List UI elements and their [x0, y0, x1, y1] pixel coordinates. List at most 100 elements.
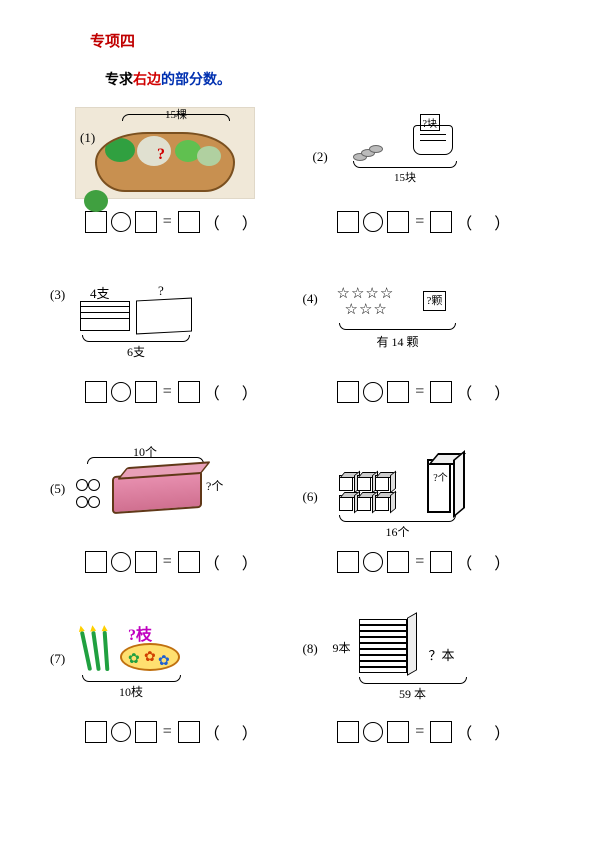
label-bottom: 6支	[76, 343, 196, 360]
lparen: （	[204, 720, 220, 744]
answer-box[interactable]	[430, 721, 452, 743]
label-bottom: 59 本	[353, 685, 473, 702]
unknown-label: ?个	[432, 469, 450, 484]
books-stack-icon	[359, 619, 409, 679]
problem-number: (2)	[313, 149, 328, 165]
unknown-label: ?枝	[128, 621, 152, 645]
lparen: （	[204, 210, 220, 234]
closed-box-icon	[136, 298, 192, 335]
rparen: ）	[494, 380, 510, 404]
rparen: ）	[242, 210, 258, 234]
answer-box[interactable]	[337, 721, 359, 743]
answer-box[interactable]	[430, 551, 452, 573]
answer-box[interactable]	[85, 721, 107, 743]
problem-5: (5) 10个 ?个 = （ ）	[50, 447, 293, 607]
answer-box[interactable]	[387, 381, 409, 403]
equation-row: = （ ）	[303, 378, 546, 406]
problem-number: (7)	[50, 651, 65, 667]
lparen: （	[456, 210, 472, 234]
rparen: ）	[242, 380, 258, 404]
answer-box[interactable]	[387, 721, 409, 743]
answer-box[interactable]	[337, 381, 359, 403]
answer-box[interactable]	[387, 551, 409, 573]
answer-box[interactable]	[135, 551, 157, 573]
operator-circle[interactable]	[111, 552, 131, 572]
section-subtitle: 专求右边的部分数。	[105, 69, 545, 89]
problem-number: (6)	[303, 489, 318, 505]
answer-box[interactable]	[85, 211, 107, 233]
basket-illustration: ?	[95, 132, 235, 192]
answer-box[interactable]	[387, 211, 409, 233]
problem-6: (6) ?个 16个 = （ ）	[303, 447, 546, 607]
lparen: （	[456, 380, 472, 404]
equals-sign: =	[163, 723, 172, 741]
lparen: （	[204, 380, 220, 404]
label-bottom: 15块	[348, 169, 463, 185]
question-mark-icon: ?	[157, 146, 165, 164]
rparen: ）	[494, 550, 510, 574]
label-right: ?	[158, 283, 164, 299]
rparen: ）	[242, 550, 258, 574]
answer-box[interactable]	[178, 381, 200, 403]
label-top: 10个	[80, 443, 210, 460]
equals-sign: =	[163, 553, 172, 571]
equals-sign: =	[415, 213, 424, 231]
answer-box[interactable]	[430, 381, 452, 403]
tray-icon: ✿ ✿ ✿	[120, 643, 180, 671]
problem-4: (4) ☆☆☆☆ ☆☆☆ ?颗 有 14 颗 = （ ）	[303, 277, 546, 437]
problem-1: (1) 15棵 ? = （	[50, 107, 293, 267]
answer-box[interactable]	[85, 381, 107, 403]
equation-row: = （ ）	[303, 548, 546, 576]
equals-sign: =	[415, 553, 424, 571]
operator-circle[interactable]	[363, 722, 383, 742]
cabbage-icon	[84, 190, 108, 212]
problem-8: (8) 9本 ？本 59 本	[303, 617, 546, 777]
problem-3: (3) 4支 ? 6支 = （ ）	[50, 277, 293, 437]
unknown-label: ?块	[420, 114, 440, 131]
answer-box[interactable]	[178, 551, 200, 573]
answer-box[interactable]	[135, 381, 157, 403]
operator-circle[interactable]	[363, 552, 383, 572]
label-right: ？本	[429, 645, 455, 664]
subtitle-prefix: 专求	[105, 73, 133, 88]
rparen: ）	[494, 720, 510, 744]
operator-circle[interactable]	[363, 212, 383, 232]
problems-grid: (1) 15棵 ? = （	[50, 107, 545, 777]
open-box-icon	[80, 301, 130, 331]
equation-row: = （ ）	[303, 718, 546, 746]
equation-row: = （ ）	[303, 208, 546, 236]
answer-box[interactable]	[135, 211, 157, 233]
problem-number: (3)	[50, 287, 65, 303]
answer-box[interactable]	[85, 551, 107, 573]
unknown-label: ?个	[206, 477, 223, 494]
cubes-icon	[337, 473, 391, 513]
problem-7: (7) ?枝 ✿ ✿ ✿ 10枝 = （ ）	[50, 617, 293, 777]
problem-2: (2) ?块 15块 = （ ）	[303, 107, 546, 267]
tall-box-icon: ?个	[427, 459, 451, 513]
unknown-label: ?颗	[423, 291, 447, 311]
operator-circle[interactable]	[111, 382, 131, 402]
operator-circle[interactable]	[111, 722, 131, 742]
label-top: 15棵	[116, 106, 236, 122]
pink-box-icon	[112, 470, 202, 514]
equals-sign: =	[415, 383, 424, 401]
wallet-icon: ?块	[413, 125, 453, 155]
answer-box[interactable]	[337, 211, 359, 233]
equation-row: = （ ）	[50, 208, 293, 236]
answer-box[interactable]	[430, 211, 452, 233]
equation-row: = （ ）	[50, 548, 293, 576]
answer-box[interactable]	[337, 551, 359, 573]
operator-circle[interactable]	[111, 212, 131, 232]
label-bottom: 16个	[333, 523, 463, 540]
answer-box[interactable]	[178, 721, 200, 743]
answer-box[interactable]	[178, 211, 200, 233]
operator-circle[interactable]	[363, 382, 383, 402]
equals-sign: =	[163, 213, 172, 231]
label-left: 9本	[333, 639, 351, 656]
balls-icon	[76, 479, 100, 513]
rparen: ）	[242, 720, 258, 744]
answer-box[interactable]	[135, 721, 157, 743]
subtitle-suffix: 的部分数。	[161, 73, 231, 88]
rparen: ）	[494, 210, 510, 234]
pens-icon	[80, 631, 120, 673]
